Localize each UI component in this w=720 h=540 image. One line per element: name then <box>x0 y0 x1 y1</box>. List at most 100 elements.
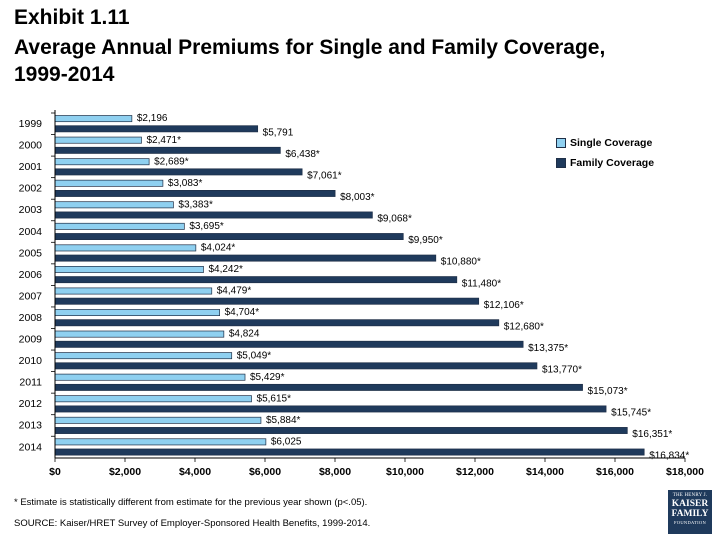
bar-chart: $2,196 $5,791 1999 $2,471* $6,438* 2000 $2,689… <box>19 110 704 478</box>
data-label-family-1999: $5,791 <box>263 127 294 138</box>
y-tick-label-2010: 2010 <box>19 355 43 367</box>
data-label-family-2009: $13,375* <box>528 343 568 354</box>
y-tick-label-2011: 2011 <box>19 377 42 389</box>
source-note: SOURCE: Kaiser/HRET Survey of Employer-S… <box>14 518 371 529</box>
logo-line-2: KAISER <box>671 499 709 509</box>
data-label-family-2002: $8,003* <box>340 192 375 203</box>
y-tick-label-2004: 2004 <box>19 226 43 238</box>
data-label-single-2004: $3,695* <box>189 221 224 232</box>
legend-item-family: Family Coverage <box>556 153 654 173</box>
bar-single-1999 <box>54 115 133 123</box>
bar-single-2001 <box>54 158 150 166</box>
bar-family-2014 <box>54 448 645 456</box>
data-label-single-2013: $5,884* <box>266 415 301 426</box>
y-tick-label-2007: 2007 <box>19 290 43 302</box>
bar-single-2005 <box>54 244 197 252</box>
data-label-family-2001: $7,061* <box>307 171 342 182</box>
x-tick-label-8: $16,000 <box>596 466 634 478</box>
bar-single-2011 <box>54 373 246 381</box>
legend-label-single: Single Coverage <box>570 137 653 149</box>
bar-single-2008 <box>54 309 220 317</box>
x-tick-label-4: $8,000 <box>319 466 351 478</box>
y-tick-label-2006: 2006 <box>19 269 43 281</box>
x-tick-label-2: $4,000 <box>179 466 211 478</box>
data-label-family-2010: $13,770* <box>542 364 582 375</box>
exhibit-label: Exhibit 1.11 <box>14 6 130 29</box>
data-label-single-2001: $2,689* <box>154 156 189 167</box>
bar-family-2002 <box>54 190 336 197</box>
data-label-family-2013: $16,351* <box>632 429 672 440</box>
bar-family-1999 <box>54 125 259 133</box>
bar-family-2001 <box>54 168 303 176</box>
y-tick-label-2014: 2014 <box>19 441 43 453</box>
data-label-single-2003: $3,383* <box>178 199 213 210</box>
data-label-family-2006: $11,480* <box>462 278 501 289</box>
data-label-single-2011: $5,429* <box>250 372 285 383</box>
y-tick-label-2013: 2013 <box>19 420 43 432</box>
data-label-single-2009: $4,824 <box>229 329 260 340</box>
bar-single-2007 <box>54 287 213 295</box>
data-label-family-2000: $6,438* <box>285 149 320 160</box>
bar-single-2004 <box>54 222 185 230</box>
bar-family-2007 <box>54 297 480 305</box>
data-label-single-2000: $2,471* <box>146 135 181 146</box>
bar-family-2009 <box>54 340 524 348</box>
data-label-single-2008: $4,704* <box>225 307 260 318</box>
y-tick-label-1999: 1999 <box>19 118 43 130</box>
x-tick-label-5: $10,000 <box>386 466 424 478</box>
data-label-family-2003: $9,068* <box>377 214 412 225</box>
bar-family-2013 <box>54 427 628 434</box>
bar-single-2006 <box>54 266 204 273</box>
bar-family-2000 <box>54 146 281 154</box>
data-label-family-2004: $9,950* <box>408 235 443 246</box>
y-tick-label-2012: 2012 <box>19 398 43 410</box>
footnote: * Estimate is statistically different fr… <box>14 497 368 508</box>
data-label-single-2010: $5,049* <box>237 350 272 361</box>
logo-line-4: FOUNDATION <box>674 520 706 525</box>
y-tick-label-2008: 2008 <box>19 312 43 324</box>
y-tick-label-2000: 2000 <box>19 140 43 152</box>
legend-swatch-family <box>556 158 566 168</box>
bar-family-2006 <box>54 276 458 284</box>
bar-single-2002 <box>54 179 164 187</box>
data-label-family-2005: $10,880* <box>441 257 481 268</box>
data-label-single-2002: $3,083* <box>168 178 203 189</box>
data-label-single-2006: $4,242* <box>208 264 243 275</box>
bar-family-2003 <box>54 211 373 219</box>
logo-line-3: FAMILY <box>671 508 709 519</box>
y-tick-label-2003: 2003 <box>19 204 43 216</box>
data-label-family-2011: $15,073* <box>588 386 628 397</box>
data-label-single-2007: $4,479* <box>217 286 252 297</box>
x-tick-label-6: $12,000 <box>456 466 494 478</box>
legend-swatch-single <box>556 138 566 148</box>
data-label-family-2012: $15,745* <box>611 408 651 419</box>
bar-single-2013 <box>54 416 262 424</box>
bar-single-2003 <box>54 201 174 209</box>
x-tick-label-9: $18,000 <box>666 466 704 478</box>
bar-single-2014 <box>54 438 267 446</box>
x-tick-label-0: $0 <box>49 466 61 478</box>
x-tick-label-1: $2,000 <box>109 466 141 478</box>
data-label-single-1999: $2,196 <box>137 113 168 124</box>
bar-family-2011 <box>54 383 583 391</box>
logo-line-1: THE HENRY J. <box>672 493 708 498</box>
x-tick-label-7: $14,000 <box>526 466 564 478</box>
y-tick-label-2005: 2005 <box>19 247 43 259</box>
bar-single-2000 <box>54 136 142 144</box>
data-label-single-2005: $4,024* <box>201 243 236 254</box>
data-label-family-2008: $12,680* <box>504 321 544 332</box>
bar-family-2012 <box>54 405 607 413</box>
bar-family-2005 <box>54 254 437 262</box>
chart-title: Average Annual Premiums for Single and F… <box>14 36 606 86</box>
chart-legend: Single Coverage Family Coverage <box>556 133 654 173</box>
bar-single-2012 <box>54 395 252 403</box>
bar-family-2010 <box>54 362 538 370</box>
bar-single-2010 <box>54 352 233 360</box>
x-tick-label-3: $6,000 <box>249 466 281 478</box>
data-label-family-2014: $16,834* <box>649 451 689 462</box>
legend-item-single: Single Coverage <box>556 133 654 153</box>
kaiser-logo: THE HENRY J. KAISER FAMILY FOUNDATION <box>668 490 712 534</box>
y-tick-label-2009: 2009 <box>19 334 43 346</box>
bar-single-2009 <box>54 330 225 338</box>
y-tick-label-2002: 2002 <box>19 183 43 195</box>
